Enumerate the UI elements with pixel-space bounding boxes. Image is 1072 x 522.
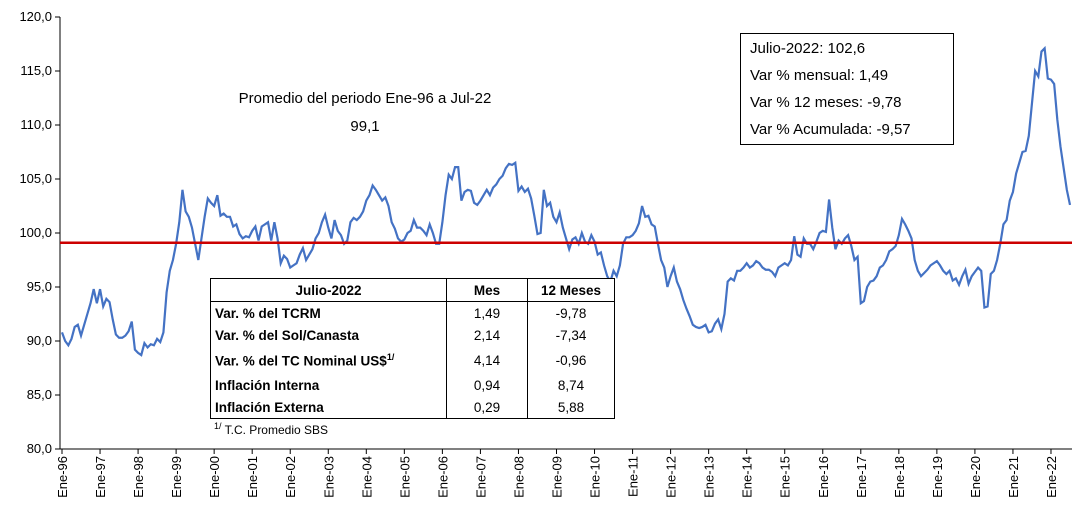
x-tick-label: Ene-22 bbox=[1044, 456, 1059, 498]
note-mark: 1/ bbox=[386, 351, 395, 362]
y-tick-label: 85,0 bbox=[27, 387, 52, 402]
y-tick-label: 105,0 bbox=[19, 171, 52, 186]
info-line: Julio-2022: 102,6 bbox=[750, 40, 866, 57]
x-tick-label: Ene-06 bbox=[435, 456, 450, 498]
header-cell: Julio-2022 bbox=[210, 278, 447, 302]
header-cell: Mes bbox=[446, 278, 528, 302]
table-cell: Var. % del TCRM bbox=[210, 301, 447, 324]
x-tick-label: Ene-96 bbox=[55, 456, 70, 498]
x-tick-label: Ene-98 bbox=[131, 456, 146, 498]
x-tick-label: Ene-10 bbox=[588, 456, 603, 498]
table-cell: 0,94 bbox=[446, 374, 528, 396]
y-tick-label: 80,0 bbox=[27, 441, 52, 456]
x-tick-label: Ene-21 bbox=[1006, 456, 1021, 498]
x-tick-label: Ene-12 bbox=[664, 456, 679, 498]
x-tick-label: Ene-19 bbox=[930, 456, 945, 498]
annotation: Promedio del periodo Ene-96 a Jul-22 bbox=[239, 90, 492, 107]
table-cell: Inflación Interna bbox=[210, 374, 447, 396]
x-tick-label: Ene-13 bbox=[702, 456, 717, 498]
y-tick-label: 110,0 bbox=[20, 117, 52, 132]
x-tick-label: Ene-07 bbox=[473, 456, 488, 498]
y-tick-label: 100,0 bbox=[19, 225, 52, 240]
table-cell: Var. % del Sol/Canasta bbox=[210, 324, 447, 346]
y-tick-label: 115,0 bbox=[20, 63, 52, 78]
x-tick-label: Ene-20 bbox=[968, 456, 983, 498]
x-tick-label: Ene-00 bbox=[207, 456, 222, 498]
note-mark: 1/ bbox=[214, 421, 222, 431]
table-cell: 5,88 bbox=[527, 396, 615, 419]
x-tick-label: Ene-05 bbox=[397, 456, 412, 498]
x-tick-label: Ene-18 bbox=[892, 456, 907, 498]
table-row: Var. % del Sol/Canasta 2,14 -7,34 bbox=[210, 324, 615, 346]
table-cell: -7,34 bbox=[527, 324, 615, 346]
x-tick-label: Ene-99 bbox=[169, 456, 184, 498]
x-tick-label: Ene-04 bbox=[359, 456, 374, 498]
data-line bbox=[60, 45, 1072, 357]
x-tick-label: Ene-17 bbox=[854, 456, 869, 498]
x-tick-label: Ene-01 bbox=[245, 456, 260, 498]
x-tick-label: Ene-08 bbox=[511, 456, 526, 498]
x-tick-label: Ene-15 bbox=[778, 456, 793, 498]
table-cell: -0,96 bbox=[527, 346, 615, 374]
x-tick-label: Ene-09 bbox=[549, 456, 564, 498]
table-cell: 0,29 bbox=[446, 396, 528, 419]
y-tick-label: 90,0 bbox=[27, 333, 52, 348]
table-row: Inflación Interna 0,94 8,74 bbox=[210, 374, 615, 396]
table-header: Julio-2022 Mes 12 Meses bbox=[210, 278, 615, 302]
x-tick-label: Ene-16 bbox=[816, 456, 831, 498]
table-row: Var. % del TC Nominal US$1/4,14 -0,96 bbox=[210, 346, 615, 374]
table-cell: 2,14 bbox=[446, 324, 528, 346]
table-cell: Inflación Externa bbox=[210, 396, 447, 419]
average-label: 99,1 bbox=[350, 118, 379, 135]
header-cell: 12 Meses bbox=[527, 278, 615, 302]
table-cell: Var. % del TC Nominal US$1/ bbox=[210, 346, 447, 374]
footnote-text: T.C. Promedio SBS bbox=[224, 423, 329, 437]
table-row: Inflación Externa 0,29 5,88 bbox=[210, 396, 615, 419]
table-row: Var. % del TCRM 1,49 -9,78 bbox=[210, 301, 615, 324]
footnote: 1/ T.C. Promedio SBS bbox=[214, 421, 329, 437]
y-tick-label: 95,0 bbox=[27, 279, 52, 294]
y-tick-label: 120,0 bbox=[19, 9, 52, 24]
table-cell: 4,14 bbox=[446, 346, 528, 374]
table-cell: 1,49 bbox=[446, 301, 528, 324]
x-tick-label: Ene-97 bbox=[93, 456, 108, 498]
info-line: Var % mensual: 1,49 bbox=[750, 67, 889, 84]
info-line: Var % Acumulada: -9,57 bbox=[750, 121, 911, 138]
info-line: Var % 12 meses: -9,78 bbox=[750, 94, 902, 111]
info-box: Julio-2022: 102,6 Var % mensual: 1,49 Var … bbox=[740, 33, 954, 145]
x-tick-label: Ene-14 bbox=[740, 456, 755, 498]
x-tick-label: Ene-02 bbox=[283, 456, 298, 498]
table-cell: -9,78 bbox=[527, 301, 615, 324]
x-tick-label: Ene-03 bbox=[321, 456, 336, 498]
summary-table: Julio-2022 Mes 12 Meses Var. % del TCRM 1,49… bbox=[210, 278, 615, 419]
table-cell: 8,74 bbox=[527, 374, 615, 396]
x-tick-label: Ene-11 bbox=[626, 456, 641, 497]
